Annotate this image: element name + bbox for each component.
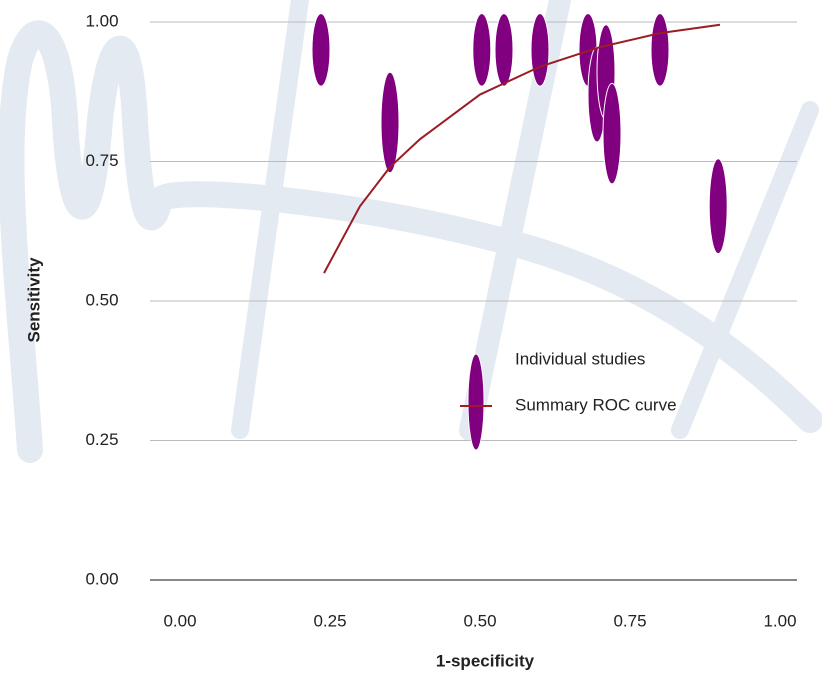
study-ellipse <box>708 158 728 255</box>
study-ellipse <box>494 13 514 87</box>
study-ellipse <box>650 13 670 87</box>
x-tick-label: 0.00 <box>163 611 196 630</box>
study-ellipse <box>530 13 550 87</box>
legend-marker <box>467 353 485 451</box>
study-ellipse <box>311 13 331 87</box>
x-axis-title: 1-specificity <box>436 651 535 670</box>
x-tick-label: 0.50 <box>463 611 496 630</box>
study-ellipse <box>472 13 492 87</box>
x-tick-label: 1.00 <box>763 611 796 630</box>
watermark <box>0 0 822 463</box>
y-tick-label: 0.50 <box>85 290 118 309</box>
study-ellipse <box>380 71 400 174</box>
y-tick-label: 0.00 <box>85 569 118 588</box>
legend-label: Summary ROC curve <box>515 395 677 414</box>
x-tick-label: 0.25 <box>313 611 346 630</box>
x-tick-label: 0.75 <box>613 611 646 630</box>
roc-curve <box>323 23 721 274</box>
legend-label: Individual studies <box>515 349 645 368</box>
y-tick-label: 0.25 <box>85 430 118 449</box>
study-ellipse <box>602 82 622 185</box>
y-axis-title: Sensitivity <box>24 257 43 343</box>
y-tick-label: 1.00 <box>85 11 118 30</box>
y-tick-label: 0.75 <box>85 151 118 170</box>
